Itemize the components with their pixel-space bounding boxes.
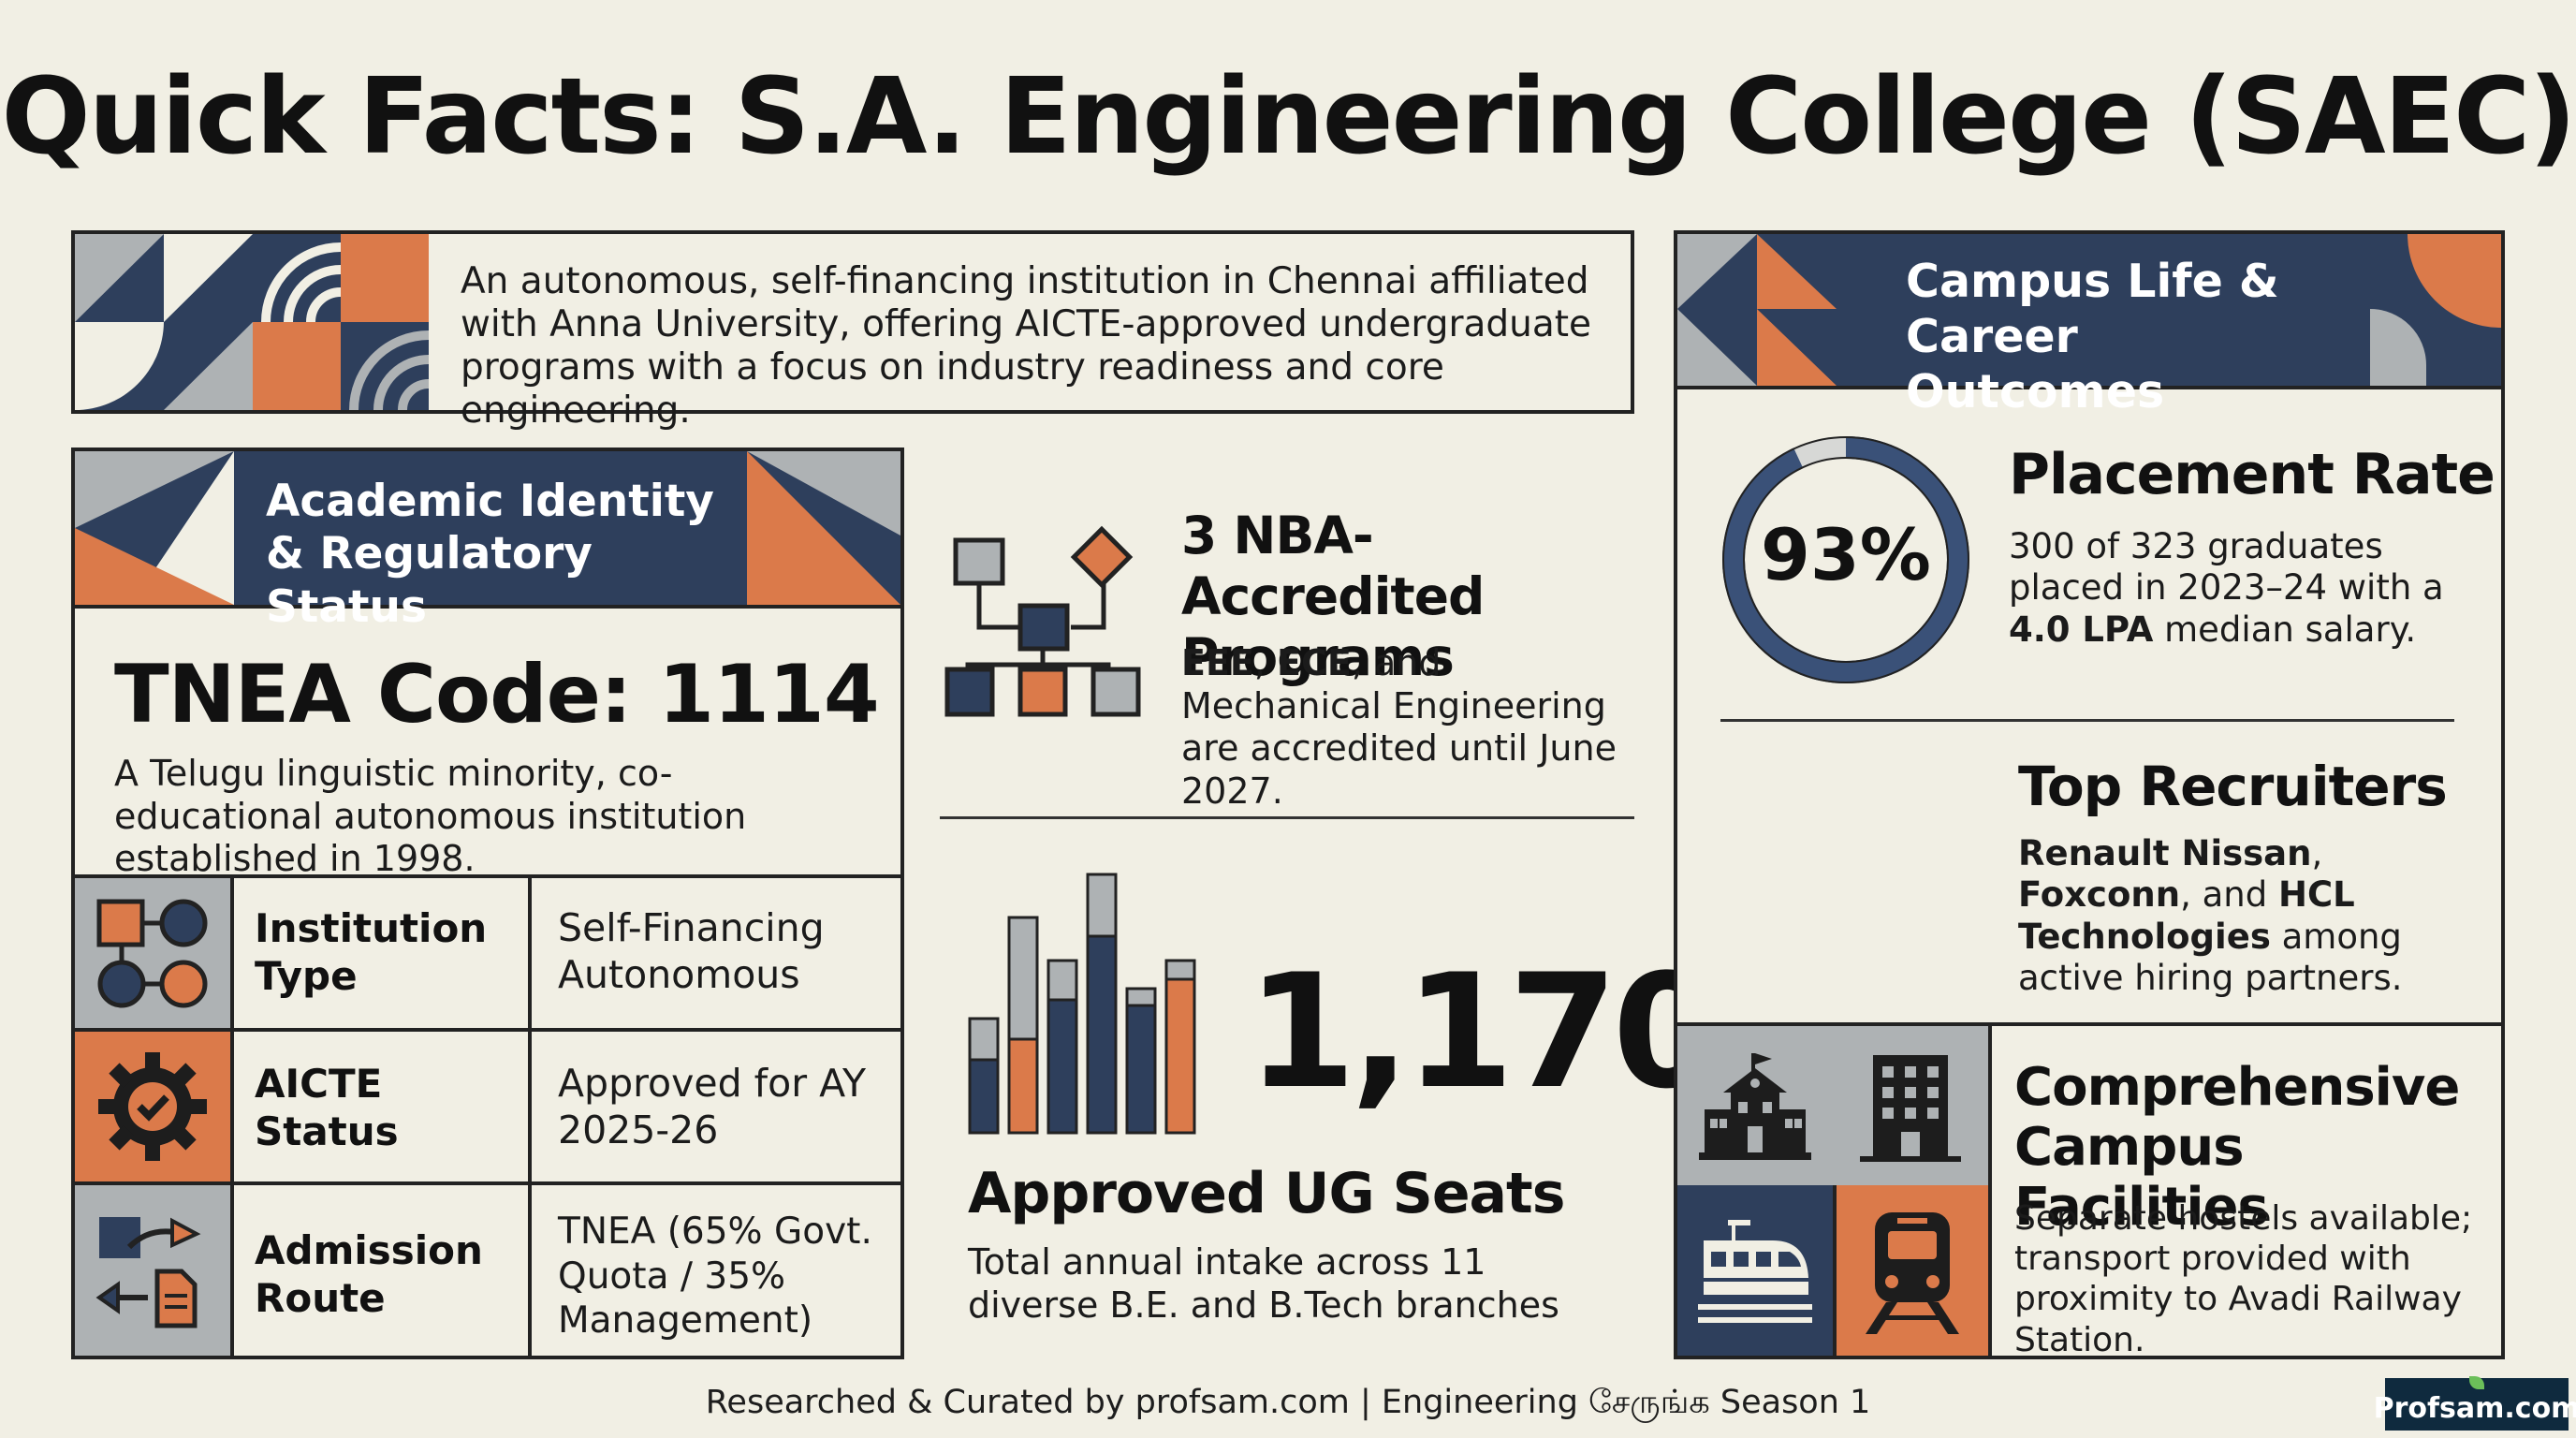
academic-description: A Telugu linguistic minority, co-educati… xyxy=(114,753,747,880)
tnea-code: TNEA Code: 1114 xyxy=(114,648,880,741)
institution-type-value: Self-Financing Autonomous xyxy=(558,905,825,998)
nba-heading: 3 NBA-Accredited Programs xyxy=(1181,506,1485,687)
seats-text: Total annual intake across 11 diverse B.… xyxy=(968,1241,1559,1326)
seats-section: 1,170 Approved UG Seats Total annual int… xyxy=(936,861,1721,1348)
recruiter-sep1: , xyxy=(2311,833,2323,873)
nba-text: EEE, ECE, and Mechanical Engineering are… xyxy=(1181,642,1621,813)
building-icon xyxy=(1860,1055,1961,1162)
facilities-text: Separate hostels available; transport pr… xyxy=(2014,1199,2473,1359)
academic-header-title: Academic Identity & Regulatory Status xyxy=(266,476,714,633)
row-value-cell-aicte: Approved for AY 2025-26 xyxy=(532,1032,900,1185)
facilities-heading: Comprehensive Campus Facilities xyxy=(2014,1057,2460,1238)
gear-check-icon xyxy=(98,1052,207,1161)
campus-header: Campus Life & Career Outcomes xyxy=(1677,234,2501,418)
row-value-cell-institution: Self-Financing Autonomous xyxy=(532,878,900,1032)
row-icon-cell-institution xyxy=(75,878,234,1032)
campus-header-title: Campus Life & Career Outcomes xyxy=(1906,255,2279,418)
nba-text-sep: , xyxy=(1253,642,1278,683)
admission-route-value: TNEA (65% Govt. Quota / 35% Management) xyxy=(558,1211,872,1343)
row-icon-cell-admission xyxy=(75,1185,234,1356)
seats-number: 1,170 xyxy=(1247,940,1721,1123)
intro-box: An autonomous, self-financing institutio… xyxy=(71,230,1634,490)
campus-panel: Campus Life & Career Outcomes 93% Placem… xyxy=(1674,230,2505,1359)
middle-divider xyxy=(940,816,1634,819)
train-icon xyxy=(1698,1220,1812,1323)
academic-divider xyxy=(75,874,900,878)
placement-text-salary: 4.0 LPA xyxy=(2009,609,2154,650)
network-diagram-icon xyxy=(944,525,1141,717)
institution-type-label: Institution Type xyxy=(255,905,488,1000)
campus-divider xyxy=(1720,719,2454,722)
facility-icon-cell-metro xyxy=(1833,1185,1988,1356)
metro-icon xyxy=(1866,1212,1959,1334)
seats-heading: Approved UG Seats xyxy=(968,1161,1565,1226)
facility-icon-cell-train xyxy=(1677,1185,1833,1356)
row-label-cell-institution: Institution Type xyxy=(234,878,532,1032)
aicte-status-value: Approved for AY 2025-26 xyxy=(558,1061,867,1153)
row-icon-cell-aicte xyxy=(75,1032,234,1185)
triangle-pattern-left-icon xyxy=(75,451,234,605)
profsam-logo: Profsam.com xyxy=(2374,1376,2576,1431)
aicte-status-label: AICTE Status xyxy=(255,1061,399,1155)
placement-text-post: median salary. xyxy=(2153,609,2417,650)
flowchart-icon xyxy=(96,899,208,1008)
document-exchange-icon xyxy=(95,1217,201,1328)
recruiter-sep2: , and xyxy=(2180,874,2279,916)
facilities-icon-divider xyxy=(1988,1026,1992,1356)
placement-donut-chart xyxy=(1722,436,1969,683)
admission-route-label: Admission Route xyxy=(255,1227,483,1322)
placement-percent: 93% xyxy=(1761,513,1931,596)
triangle-pattern-left-icon xyxy=(1677,234,1837,386)
academic-panel: Academic Identity & Regulatory Status TN… xyxy=(71,448,904,1359)
nba-text-rest: , and Mechanical Engineering are accredi… xyxy=(1181,642,1617,812)
placement-text-pre: 300 of 323 graduates placed in 2023–24 w… xyxy=(2009,526,2444,609)
placement-heading: Placement Rate xyxy=(2009,442,2496,507)
school-icon xyxy=(1699,1053,1811,1160)
facility-icon-cell-building xyxy=(1833,1026,1988,1185)
recruiter-hcl: HCL Technologies xyxy=(2018,874,2355,957)
facility-icon-cell-school xyxy=(1677,1026,1833,1185)
nba-text-eee: EEE xyxy=(1181,642,1254,683)
recruiters-heading: Top Recruiters xyxy=(2018,755,2448,818)
triangle-pattern-right-icon xyxy=(2351,234,2501,386)
recruiters-text: Renault Nissan, Foxconn, and HCL Technol… xyxy=(2018,833,2496,1000)
nba-section: 3 NBA-Accredited Programs EEE, ECE, and … xyxy=(940,506,1632,812)
recruiter-foxconn: Foxconn xyxy=(2018,874,2181,916)
row-label-cell-aicte: AICTE Status xyxy=(234,1032,532,1185)
profsam-logo-text: Profsam.com xyxy=(2373,1391,2576,1425)
row-label-cell-admission: Admission Route xyxy=(234,1185,532,1356)
triangle-pattern-right-icon xyxy=(747,451,900,605)
row-value-cell-admission: TNEA (65% Govt. Quota / 35% Management) xyxy=(532,1185,900,1356)
placement-text: 300 of 323 graduates placed in 2023–24 w… xyxy=(2009,526,2496,651)
geometric-pattern-icon xyxy=(75,234,508,490)
leaf-icon xyxy=(2469,1376,2484,1389)
intro-text: An autonomous, self-financing institutio… xyxy=(461,260,1592,433)
academic-header: Academic Identity & Regulatory Status xyxy=(75,451,900,633)
bar-chart-icon xyxy=(968,873,1196,1135)
recruiter-rest: among active hiring partners. xyxy=(2018,916,2403,999)
nba-text-ece: ECE xyxy=(1277,642,1352,683)
facilities-divider xyxy=(1677,1022,2501,1026)
footer-credit: Researched & Curated by profsam.com | En… xyxy=(705,1384,1871,1421)
page-title: Quick Facts: S.A. Engineering College (S… xyxy=(1,56,2576,178)
recruiter-renault: Renault Nissan xyxy=(2018,833,2312,873)
